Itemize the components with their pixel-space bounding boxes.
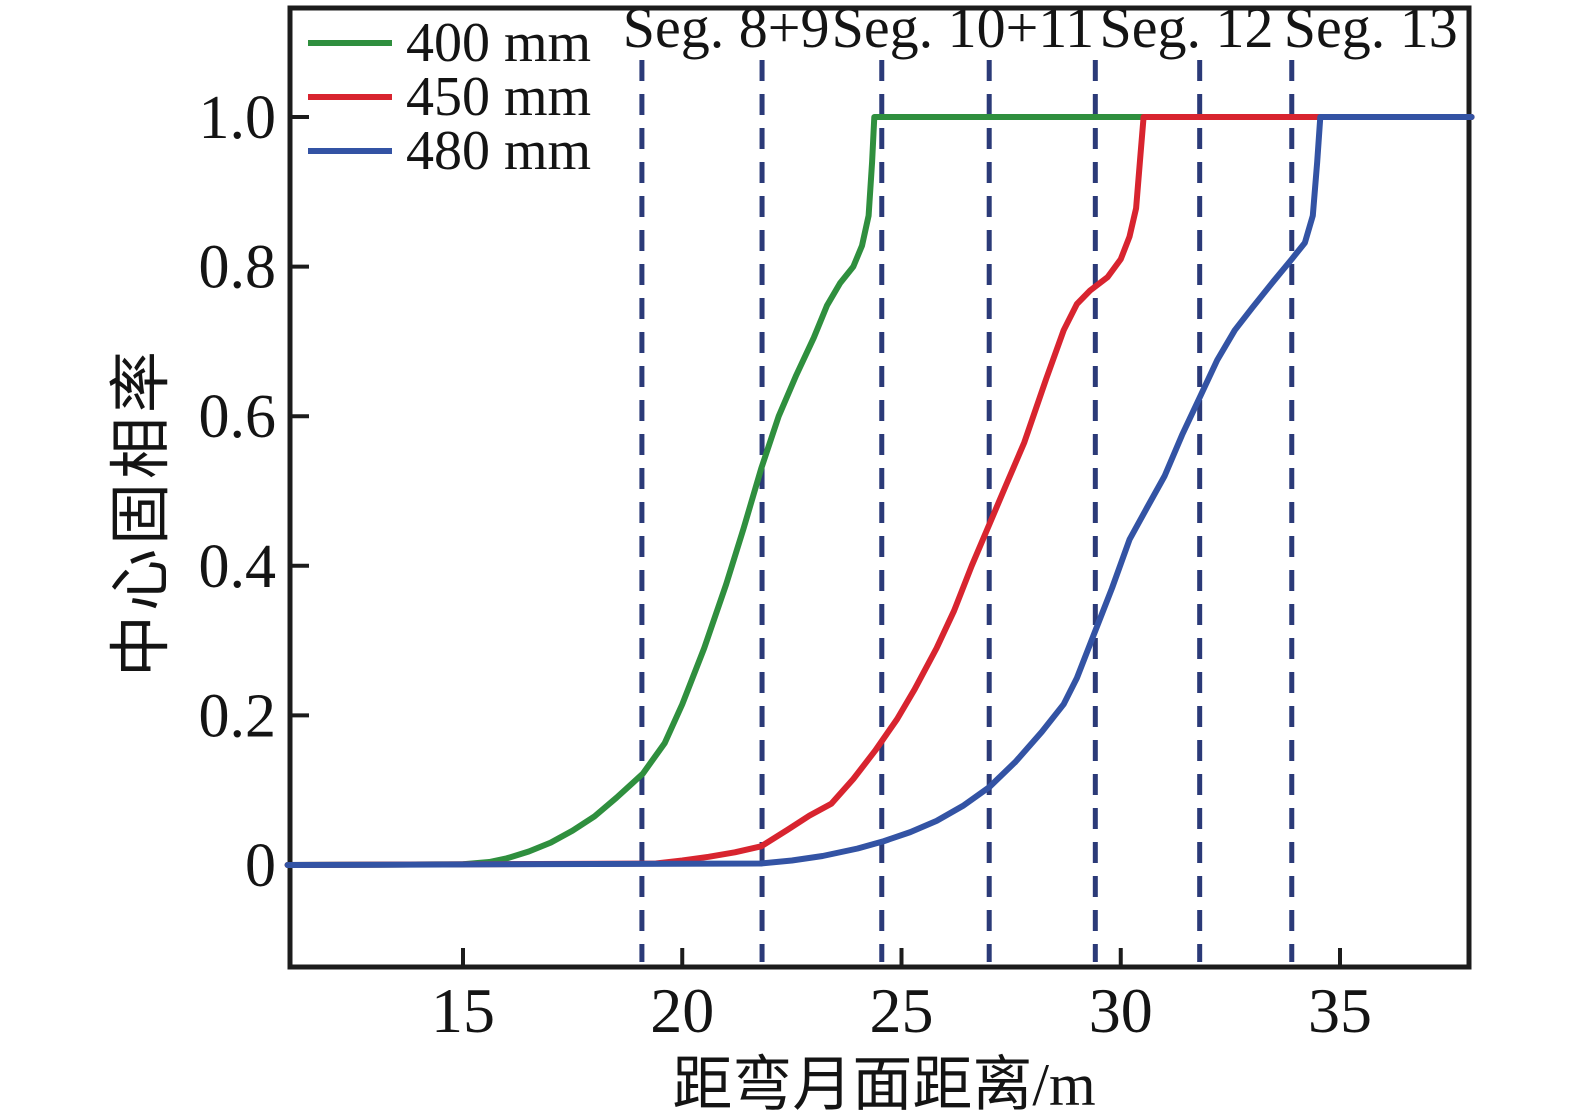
y-tick-label: 0.8 bbox=[199, 234, 277, 302]
x-tick-label: 20 bbox=[650, 975, 714, 1046]
y-tick-label: 0.4 bbox=[199, 533, 277, 601]
x-tick-label: 25 bbox=[870, 975, 934, 1046]
legend-label-450mm: 450 mm bbox=[406, 66, 592, 128]
series-line-480-mm bbox=[284, 114, 1475, 868]
y-tick-label: 1.0 bbox=[199, 84, 277, 152]
series-line-400-mm bbox=[284, 114, 1475, 868]
x-tick-label: 30 bbox=[1089, 975, 1153, 1046]
y-axis-title: 中心固相率 bbox=[108, 346, 176, 678]
legend-line-480mm bbox=[308, 148, 392, 154]
legend-label-400mm: 400 mm bbox=[406, 12, 592, 74]
y-tick-label: 0.6 bbox=[199, 383, 277, 451]
legend-label-480mm: 480 mm bbox=[406, 120, 592, 182]
y-tick-label: 0 bbox=[245, 832, 276, 900]
x-tick-label: 15 bbox=[431, 975, 495, 1046]
legend-item-480mm: 480 mm bbox=[308, 120, 592, 182]
x-tick-label: 35 bbox=[1308, 975, 1372, 1046]
legend-item-400mm: 400 mm bbox=[308, 12, 592, 74]
series-line-450-mm bbox=[284, 114, 1475, 868]
legend-item-450mm: 450 mm bbox=[308, 66, 592, 128]
legend-line-400mm bbox=[308, 40, 392, 46]
legend: 400 mm 450 mm 480 mm bbox=[308, 12, 592, 182]
legend-line-450mm bbox=[308, 94, 392, 100]
axes-frame bbox=[287, 5, 1472, 970]
y-tick-label: 0.2 bbox=[199, 682, 277, 750]
x-axis-title: 距弯月面距离/m bbox=[672, 1052, 1096, 1110]
